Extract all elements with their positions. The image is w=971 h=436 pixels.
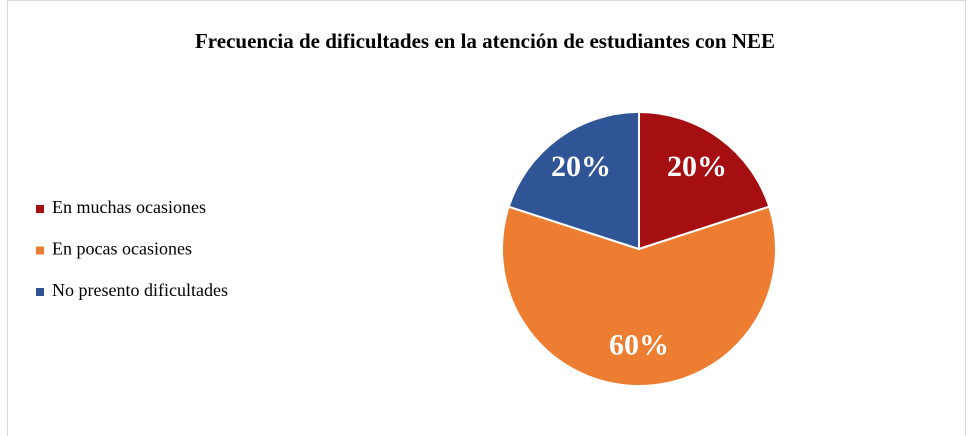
data-label: 20% [551, 150, 611, 183]
data-label: 60% [609, 329, 669, 362]
legend-label: No presento dificultades [52, 280, 228, 300]
pie-slice [507, 110, 640, 251]
pie-slice [501, 205, 777, 387]
chart-frame [7, 0, 966, 436]
legend-label: En pocas ocasiones [52, 239, 192, 259]
legend-marker [36, 288, 44, 296]
data-label: 20% [667, 150, 727, 183]
chart-title: Frecuencia de dificultades en la atenció… [195, 29, 775, 53]
legend-marker [36, 205, 44, 213]
legend-marker [36, 246, 44, 255]
legend-label: En muchas ocasiones [52, 197, 206, 217]
pie-slice [638, 110, 771, 251]
